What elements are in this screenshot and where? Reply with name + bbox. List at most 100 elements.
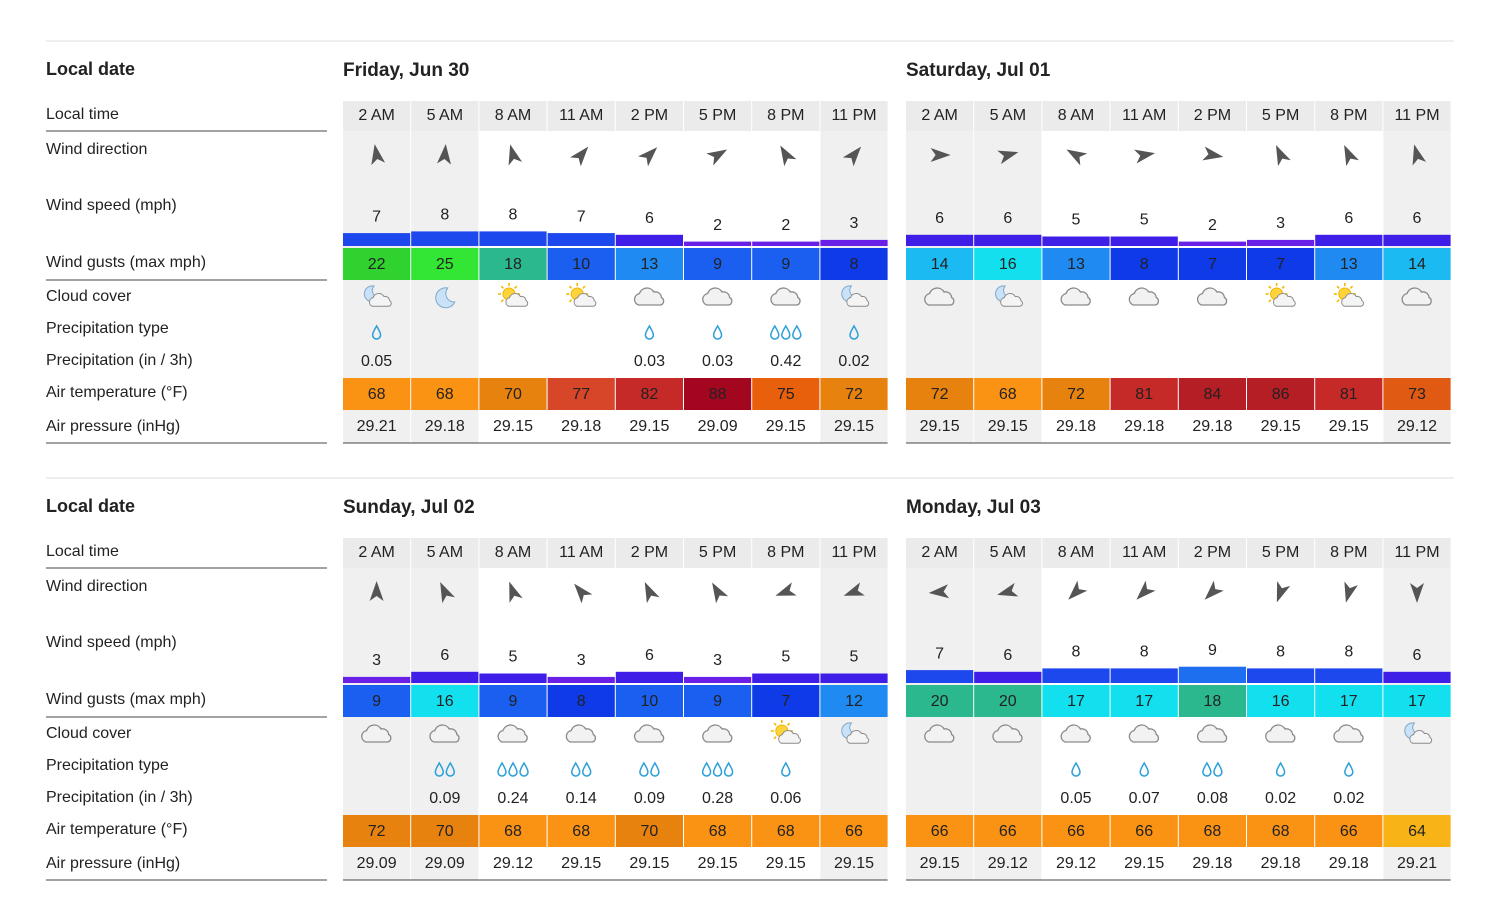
local-time: 2 PM [1194, 544, 1231, 561]
wind-arrow [1410, 583, 1424, 603]
wind-arrow [706, 149, 728, 166]
time-cell [1110, 538, 1178, 568]
temp-cell [615, 815, 683, 847]
wind-gust-cell [974, 248, 1042, 280]
cloud [368, 293, 392, 307]
sun-ray [500, 285, 504, 289]
wind-speed-bar [684, 241, 752, 246]
moon [435, 287, 456, 309]
wind-gust: 7 [1276, 256, 1285, 273]
wind-speed-bar [752, 673, 820, 683]
sun-ray [582, 285, 586, 289]
time-cell [547, 101, 615, 131]
local-time: 5 AM [427, 107, 463, 124]
wind-gust-cell [752, 685, 820, 717]
sun-ray [773, 736, 777, 740]
wind-arrow [371, 144, 386, 166]
air-pressure: 29.12 [1056, 855, 1096, 872]
local-time: 2 AM [358, 107, 394, 124]
air-temperature: 70 [504, 386, 522, 403]
wind-gust-cell [1383, 685, 1451, 717]
cloud-icon [1333, 724, 1364, 743]
wind-gust-cell [820, 248, 888, 280]
sun-ray [786, 722, 791, 726]
air-temperature: 68 [504, 823, 522, 840]
sun-ray [1281, 285, 1285, 289]
air-pressure: 29.18 [1124, 418, 1164, 435]
wind-gust: 9 [713, 256, 722, 273]
time-cell [974, 538, 1042, 568]
wind-arrow [780, 145, 797, 167]
wind-gust-cell [684, 685, 752, 717]
row-label: Local time [46, 543, 119, 560]
cloud-icon [924, 724, 955, 743]
wind-gust-cell [820, 685, 888, 717]
wind-speed: 6 [440, 647, 449, 664]
cloud-icon [361, 724, 392, 743]
local-time: 2 AM [358, 544, 394, 561]
cloud-icon [565, 724, 597, 743]
row-label: Precipitation (in / 3h) [46, 352, 193, 369]
cloud [1409, 730, 1433, 744]
wind-gust: 16 [436, 693, 454, 710]
air-temperature: 66 [845, 823, 863, 840]
temp-cell [547, 378, 615, 410]
local-time: 5 AM [990, 107, 1026, 124]
wind-speed-bar [1042, 668, 1110, 683]
time-cell [820, 538, 888, 568]
wind-speed: 5 [1140, 212, 1149, 229]
wind-gust-cell [1247, 248, 1315, 280]
precip-drop [849, 324, 859, 340]
local-time: 8 AM [495, 544, 531, 561]
wind-gust: 10 [572, 256, 590, 273]
temp-cell [411, 378, 479, 410]
time-cell [1247, 101, 1315, 131]
wind-speed-bar [752, 241, 820, 246]
air-pressure: 29.15 [1124, 855, 1164, 872]
temp-cell [752, 815, 820, 847]
wind-speed: 5 [850, 649, 859, 666]
wind-arrow [1136, 580, 1156, 600]
wind-gust: 18 [504, 256, 522, 273]
time-cell [1042, 538, 1110, 568]
local-time: 11 AM [1122, 544, 1166, 561]
temp-cell [1383, 378, 1451, 410]
precip-drop [1213, 761, 1223, 777]
air-temperature: 66 [1067, 823, 1085, 840]
row-label: Wind speed (mph) [46, 634, 177, 651]
wind-speed: 7 [577, 208, 586, 225]
wind-arrow [508, 144, 523, 166]
wind-gust-cell [1315, 685, 1383, 717]
wind-speed: 5 [509, 649, 518, 666]
wind-speed: 8 [1276, 644, 1285, 661]
time-cell [1042, 101, 1110, 131]
local-time: 11 PM [831, 107, 876, 124]
time-cell [1315, 538, 1383, 568]
wind-speed-bar [411, 231, 479, 246]
wind-gust-cell [343, 685, 411, 717]
air-temperature: 70 [641, 823, 659, 840]
precip-drop [723, 761, 734, 777]
wind-speed-bar [906, 234, 974, 246]
wind-speed-bar [479, 231, 547, 246]
temp-cell [479, 378, 547, 410]
cloud [1128, 724, 1160, 743]
wind-gust-cell [479, 248, 547, 280]
cloud [505, 293, 529, 307]
wind-speed: 3 [850, 215, 859, 232]
air-temperature: 68 [709, 823, 727, 840]
local-time: 2 AM [921, 107, 957, 124]
precip-drop [781, 324, 791, 340]
wind-speed-bar [684, 676, 752, 683]
sun-ray [1349, 285, 1354, 289]
cloud-icon [770, 287, 801, 306]
temp-cell [479, 815, 547, 847]
row-label: Cloud cover [46, 725, 132, 742]
day-date: Monday, Jul 03 [906, 497, 1041, 518]
wind-speed: 6 [645, 210, 654, 227]
wind-speed: 2 [1208, 217, 1217, 234]
cloud [573, 293, 597, 307]
temp-cell [1042, 815, 1110, 847]
wind-gust-cell [1178, 248, 1246, 280]
wind-gust: 17 [1135, 693, 1153, 710]
